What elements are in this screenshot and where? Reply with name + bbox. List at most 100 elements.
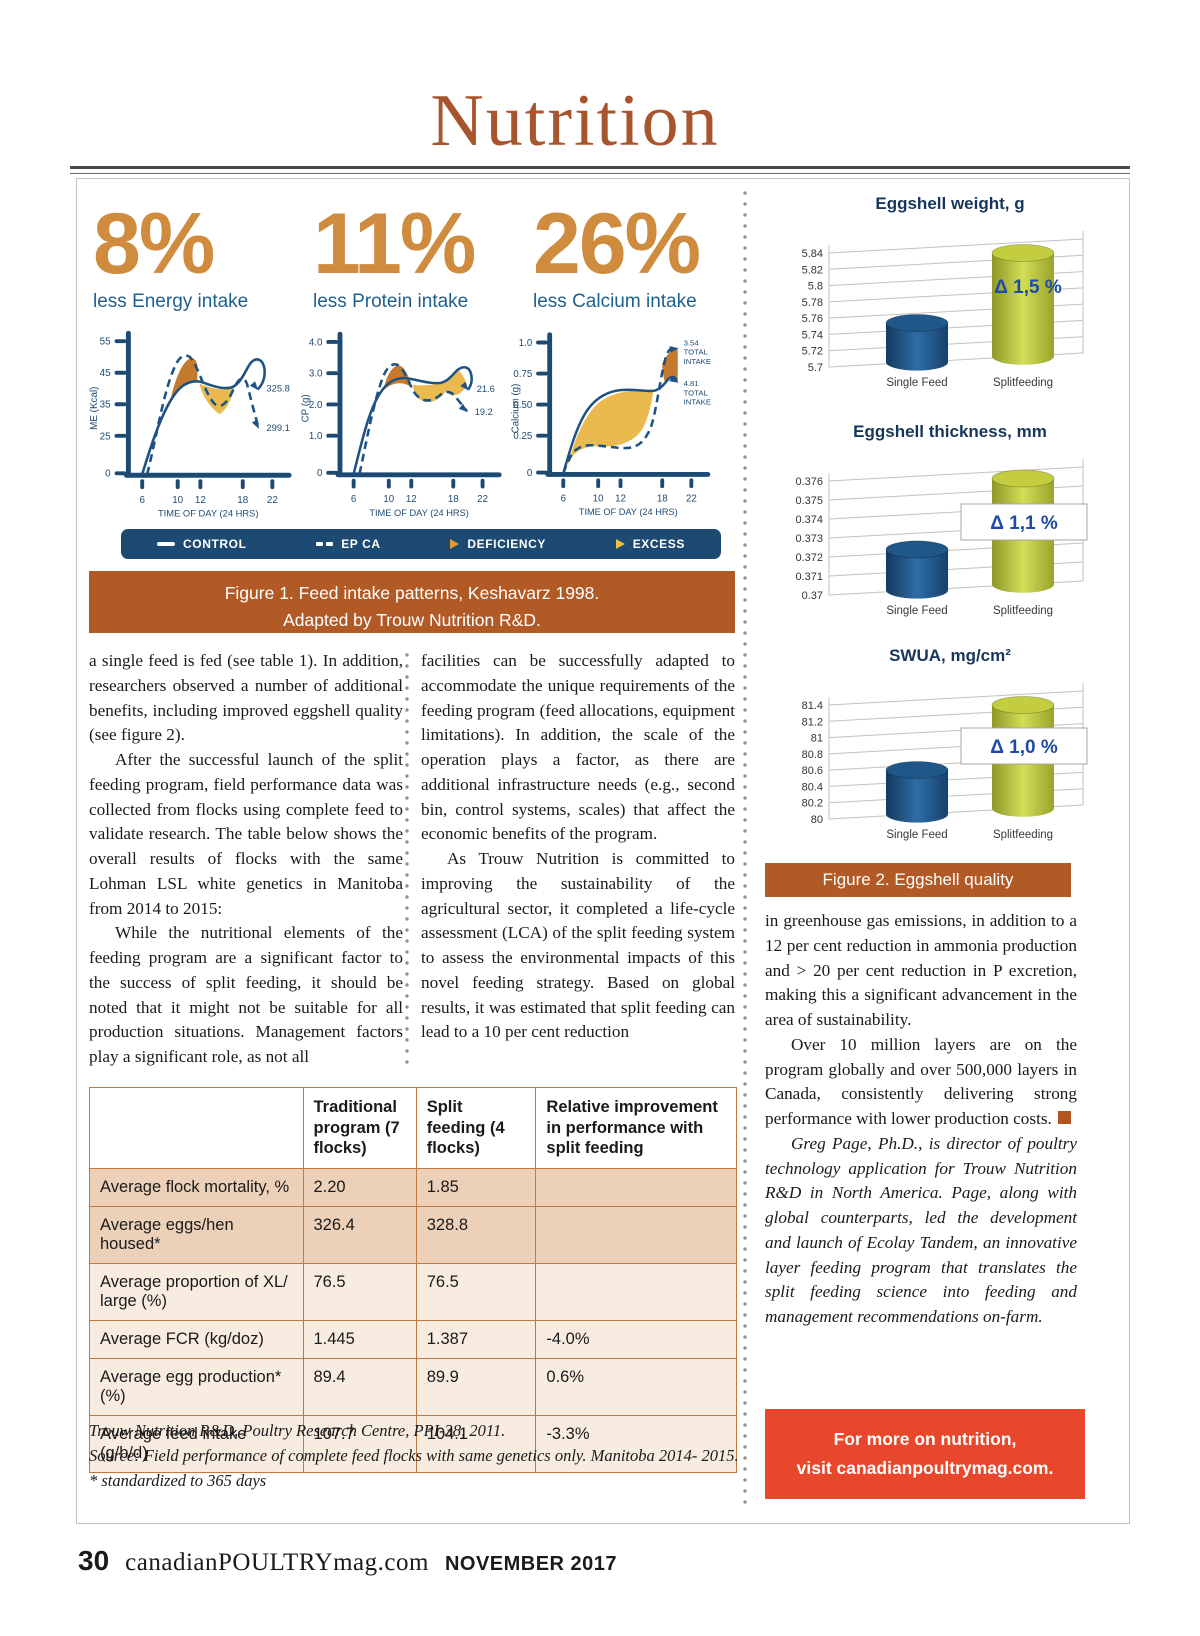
svg-text:TIME OF DAY (24 HRS): TIME OF DAY (24 HRS) — [579, 507, 678, 517]
stat-energy: 8% less Energy intake — [93, 201, 313, 313]
stat-label: less Protein intake — [313, 291, 469, 312]
svg-text:19.2: 19.2 — [475, 407, 493, 417]
stat-label: less Energy intake — [93, 291, 249, 312]
table-cell: Average FCR (kg/doz) — [89, 1319, 304, 1359]
stat-label: less Calcium intake — [533, 291, 697, 312]
category-label: Splitfeeding — [993, 605, 1053, 617]
stat-value: 26% — [533, 196, 701, 292]
right-column-divider-dots — [743, 191, 747, 1511]
svg-text:22: 22 — [477, 494, 488, 505]
svg-text:18: 18 — [237, 495, 248, 506]
feed-intake-charts: 55 45 35 25 0 6 10 12 18 22 TIME OF DAY (24 HRS) ME… — [85, 325, 735, 523]
svg-text:45: 45 — [100, 368, 111, 379]
svg-text:1.0: 1.0 — [519, 338, 533, 349]
paragraph: As Trouw Nutrition is committed to impro… — [421, 849, 735, 1042]
solid-line-icon — [157, 542, 175, 546]
table-row: Average eggs/hen housed* 326.4 328.8 — [89, 1205, 737, 1264]
table-cell: 326.4 — [302, 1205, 417, 1264]
bar-cylinder — [886, 549, 948, 599]
deficiency-area — [168, 358, 198, 409]
svg-text:0.371: 0.371 — [795, 571, 823, 583]
category-label: Single Feed — [886, 829, 947, 841]
category-label: Single Feed — [886, 377, 947, 389]
table-cell: 104.1 — [415, 1414, 537, 1473]
svg-text:5.72: 5.72 — [802, 346, 823, 358]
svg-text:55: 55 — [100, 337, 111, 348]
control-line — [562, 375, 679, 474]
footnote: * standardized to 365 days — [89, 1470, 267, 1490]
results-table: Traditional program (7 flocks) Split feed… — [89, 1087, 737, 1473]
table-cell: 1.387 — [415, 1319, 537, 1359]
intake-stats: 8% less Energy intake 11% less Protein i… — [93, 201, 753, 313]
table-row: Average proportion of XL/ large (%) 76.5 7… — [89, 1262, 737, 1321]
control-line — [140, 358, 266, 475]
svg-text:81: 81 — [811, 733, 823, 745]
page-title: Nutrition — [430, 80, 720, 162]
cta-line: For more on nutrition, — [833, 1429, 1017, 1450]
table-cell: 0.6% — [535, 1357, 737, 1416]
table-header-cell: Traditional program (7 flocks) — [302, 1087, 417, 1169]
table-row: Average egg production* (%) 89.4 89.9 0.6% — [89, 1357, 737, 1416]
legend-item-epca: EP CA — [316, 537, 380, 551]
arrow-marker — [460, 381, 469, 391]
svg-text:10: 10 — [172, 495, 183, 506]
svg-text:0.373: 0.373 — [795, 533, 823, 545]
table-footnotes: Trouw Nutrition R&D, Poultry Research Ce… — [89, 1419, 741, 1493]
table-cell: 1.85 — [415, 1167, 537, 1207]
svg-text:TIME OF DAY (24 HRS): TIME OF DAY (24 HRS) — [158, 509, 259, 519]
svg-text:4.0: 4.0 — [309, 337, 323, 348]
svg-text:18: 18 — [657, 494, 668, 505]
bar-cylinder — [886, 322, 948, 371]
table-cell: Average eggs/hen housed* — [89, 1205, 304, 1264]
table-cell: -3.3% — [535, 1414, 737, 1473]
line-chart-energy: 55 45 35 25 0 6 10 12 18 22 TIME OF DAY (24 HRS) ME… — [89, 330, 292, 519]
svg-text:80: 80 — [811, 814, 823, 826]
paragraph: Over 10 million layers are on the progra… — [765, 1034, 1077, 1129]
svg-text:0.75: 0.75 — [513, 369, 532, 380]
svg-text:3.0: 3.0 — [309, 369, 323, 380]
svg-text:0: 0 — [527, 468, 533, 479]
svg-text:2.0: 2.0 — [309, 400, 323, 411]
svg-text:22: 22 — [686, 494, 697, 505]
svg-text:5.78: 5.78 — [802, 297, 823, 309]
author-bio: Greg Page, Ph.D., is director of poultry… — [765, 1133, 1077, 1327]
svg-text:25: 25 — [100, 431, 111, 442]
bar-cylinder — [886, 769, 948, 823]
table-cell: 2.20 — [302, 1167, 417, 1207]
svg-text:5.74: 5.74 — [802, 329, 823, 341]
control-line — [352, 365, 473, 475]
table-cell: Average egg production* (%) — [89, 1357, 304, 1416]
svg-text:0.374: 0.374 — [795, 514, 823, 526]
svg-text:80.6: 80.6 — [802, 765, 823, 777]
svg-text:CP (g): CP (g) — [301, 394, 312, 422]
cta-box: For more on nutrition, visit canadianpou… — [765, 1409, 1085, 1499]
category-label: Splitfeeding — [993, 829, 1053, 841]
svg-text:0.50: 0.50 — [513, 400, 532, 411]
body-column-2: facilities can be successfully adapted t… — [421, 649, 735, 1045]
issue-date: NOVEMBER 2017 — [444, 1553, 618, 1575]
line-chart-protein: 4.0 3.0 2.0 1.0 0 6 10 12 18 22 TIME OF DAY (24 HR… — [301, 331, 502, 518]
paragraph: in greenhouse gas emissions, in addition… — [765, 911, 1077, 1030]
svg-text:0.372: 0.372 — [795, 552, 823, 564]
arrow-marker — [249, 381, 259, 391]
stat-calcium: 26% less Calcium intake — [533, 201, 753, 313]
svg-text:0.37: 0.37 — [802, 590, 823, 602]
table-cell: 89.9 — [415, 1357, 537, 1416]
bar-chart-swua: SWUA, mg/cm² 81.4 81.2 81 80.8 80.6 80.4 80.2 80… — [802, 646, 1088, 841]
table-header-cell: Split feeding (4 flocks) — [415, 1087, 537, 1169]
svg-text:10: 10 — [383, 494, 394, 505]
svg-text:4.81: 4.81 — [684, 379, 699, 388]
table-cell — [535, 1262, 737, 1321]
svg-text:0.376: 0.376 — [795, 476, 823, 488]
table-cell: 1.445 — [302, 1319, 417, 1359]
svg-text:18: 18 — [448, 494, 459, 505]
legend-label: DEFICIENCY — [467, 537, 547, 551]
caption-line: Adapted by Trouw Nutrition R&D. — [283, 610, 541, 631]
svg-text:0: 0 — [105, 469, 111, 480]
svg-text:80.8: 80.8 — [802, 749, 823, 761]
svg-text:INTAKE: INTAKE — [684, 398, 711, 407]
arrow-marker — [251, 419, 260, 429]
svg-text:Calcium (g): Calcium (g) — [511, 384, 522, 434]
table-cell: 76.5 — [302, 1262, 417, 1321]
